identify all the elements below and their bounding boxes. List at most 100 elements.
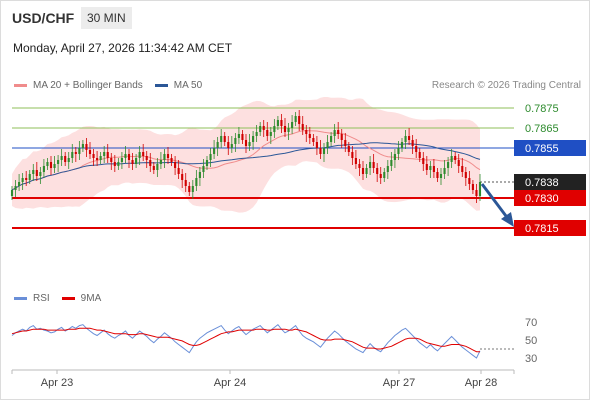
candle-body bbox=[280, 120, 283, 126]
legend-swatch-ma50 bbox=[154, 84, 168, 87]
candle-body bbox=[344, 140, 347, 146]
candle-body bbox=[429, 166, 432, 170]
candle-body bbox=[287, 128, 290, 132]
level-tag-bg-0.7815 bbox=[514, 220, 586, 236]
candle-body bbox=[127, 154, 131, 160]
candle-body bbox=[156, 164, 159, 170]
legend-swatch-rsi bbox=[14, 297, 27, 300]
candle-body bbox=[14, 186, 17, 190]
candle-body bbox=[408, 136, 411, 140]
candle-body bbox=[202, 166, 205, 172]
candle-body bbox=[457, 160, 460, 166]
candle-body bbox=[262, 126, 265, 130]
candle-body bbox=[39, 172, 42, 176]
candle-body bbox=[213, 148, 216, 154]
candle-body bbox=[131, 160, 134, 164]
candle-body bbox=[85, 144, 88, 150]
time-axis: Apr 23 Apr 24 Apr 27 Apr 28 bbox=[11, 369, 515, 389]
candle-body bbox=[259, 126, 262, 132]
candle-body bbox=[333, 130, 336, 136]
candle-body bbox=[411, 140, 414, 146]
candle-body bbox=[46, 162, 49, 166]
candle-body bbox=[106, 152, 109, 158]
candle-body bbox=[209, 154, 212, 160]
candle-body bbox=[152, 166, 155, 170]
candle-body bbox=[205, 160, 209, 166]
main-legend: MA 20 + Bollinger Bands MA 50 bbox=[14, 80, 214, 91]
candle-body bbox=[223, 136, 226, 142]
bollinger-band-area bbox=[12, 97, 480, 213]
candle-body bbox=[273, 126, 276, 132]
candle-body bbox=[400, 142, 404, 148]
candle-body bbox=[142, 152, 145, 156]
candle-body bbox=[326, 142, 329, 148]
candle-body bbox=[436, 172, 439, 178]
candle-body bbox=[113, 162, 116, 166]
rsi-tick-30: 30 bbox=[525, 353, 537, 365]
legend-label-rsi: RSI bbox=[33, 293, 50, 304]
candle-body bbox=[425, 164, 428, 170]
candle-body bbox=[135, 158, 138, 164]
candle-body bbox=[464, 172, 467, 178]
timestamp-text: Monday, April 27, 2026 11:34:42 AM CET bbox=[13, 41, 233, 55]
candle-body bbox=[404, 136, 407, 142]
candle-body bbox=[227, 142, 230, 148]
candle-body bbox=[422, 158, 425, 164]
candle-body bbox=[78, 148, 81, 154]
x-tick-label: Apr 23 bbox=[41, 377, 73, 389]
candle-body bbox=[195, 178, 198, 186]
candle-body bbox=[379, 174, 382, 178]
candle-body bbox=[291, 122, 294, 128]
candle-body bbox=[220, 136, 223, 142]
candle-body bbox=[315, 142, 318, 148]
candle-body bbox=[241, 134, 244, 140]
candle-body bbox=[138, 152, 141, 158]
candle-body bbox=[312, 138, 315, 142]
candle-body bbox=[163, 154, 166, 160]
candle-body bbox=[177, 168, 180, 174]
candle-body bbox=[92, 154, 95, 158]
timeframe-button[interactable]: 30 MIN bbox=[81, 7, 132, 29]
candle-body bbox=[372, 162, 375, 168]
level-tags: 0.7875 0.7865 0.7855 0.7838 0.7830 0.7815 bbox=[514, 103, 586, 236]
candle-body bbox=[475, 190, 478, 196]
candle-body bbox=[283, 126, 287, 132]
candle-body bbox=[443, 168, 446, 174]
arrow-head bbox=[501, 212, 514, 227]
candle-body bbox=[376, 168, 379, 174]
candle-body bbox=[418, 152, 421, 158]
candle-body bbox=[57, 160, 60, 164]
rsi-panel: 70 50 30 bbox=[11, 317, 537, 365]
candle-body bbox=[397, 148, 400, 154]
candle-body bbox=[319, 148, 322, 154]
level-tag-0.7815: 0.7815 bbox=[525, 223, 559, 235]
candle-body bbox=[369, 162, 372, 168]
candle-body bbox=[191, 186, 194, 192]
candle-body bbox=[103, 152, 106, 156]
candle-body bbox=[237, 134, 240, 138]
candlesticks bbox=[10, 110, 482, 203]
candle-body bbox=[255, 132, 258, 136]
candle-body bbox=[454, 156, 457, 160]
level-tag-0.7838: 0.7838 bbox=[525, 177, 559, 189]
candle-body bbox=[88, 150, 92, 154]
candle-body bbox=[361, 168, 365, 174]
candle-body bbox=[294, 116, 297, 122]
candle-body bbox=[188, 186, 191, 192]
candle-body bbox=[117, 162, 120, 166]
rsi-legend: RSI 9MA bbox=[14, 293, 113, 304]
candle-body bbox=[248, 142, 251, 146]
candle-body bbox=[230, 144, 233, 148]
rsi-ma9-line bbox=[11, 327, 480, 353]
rsi-tick-50: 50 bbox=[525, 335, 537, 347]
legend-label-ma50: MA 50 bbox=[173, 80, 203, 91]
candle-body bbox=[439, 174, 443, 178]
candle-body bbox=[276, 120, 279, 126]
legend-swatch-ma20 bbox=[14, 84, 27, 87]
candle-body bbox=[432, 166, 435, 172]
legend-label-ma20: MA 20 + Bollinger Bands bbox=[33, 80, 143, 91]
candle-body bbox=[120, 158, 123, 162]
candle-body bbox=[181, 174, 184, 180]
candle-body bbox=[32, 170, 35, 174]
